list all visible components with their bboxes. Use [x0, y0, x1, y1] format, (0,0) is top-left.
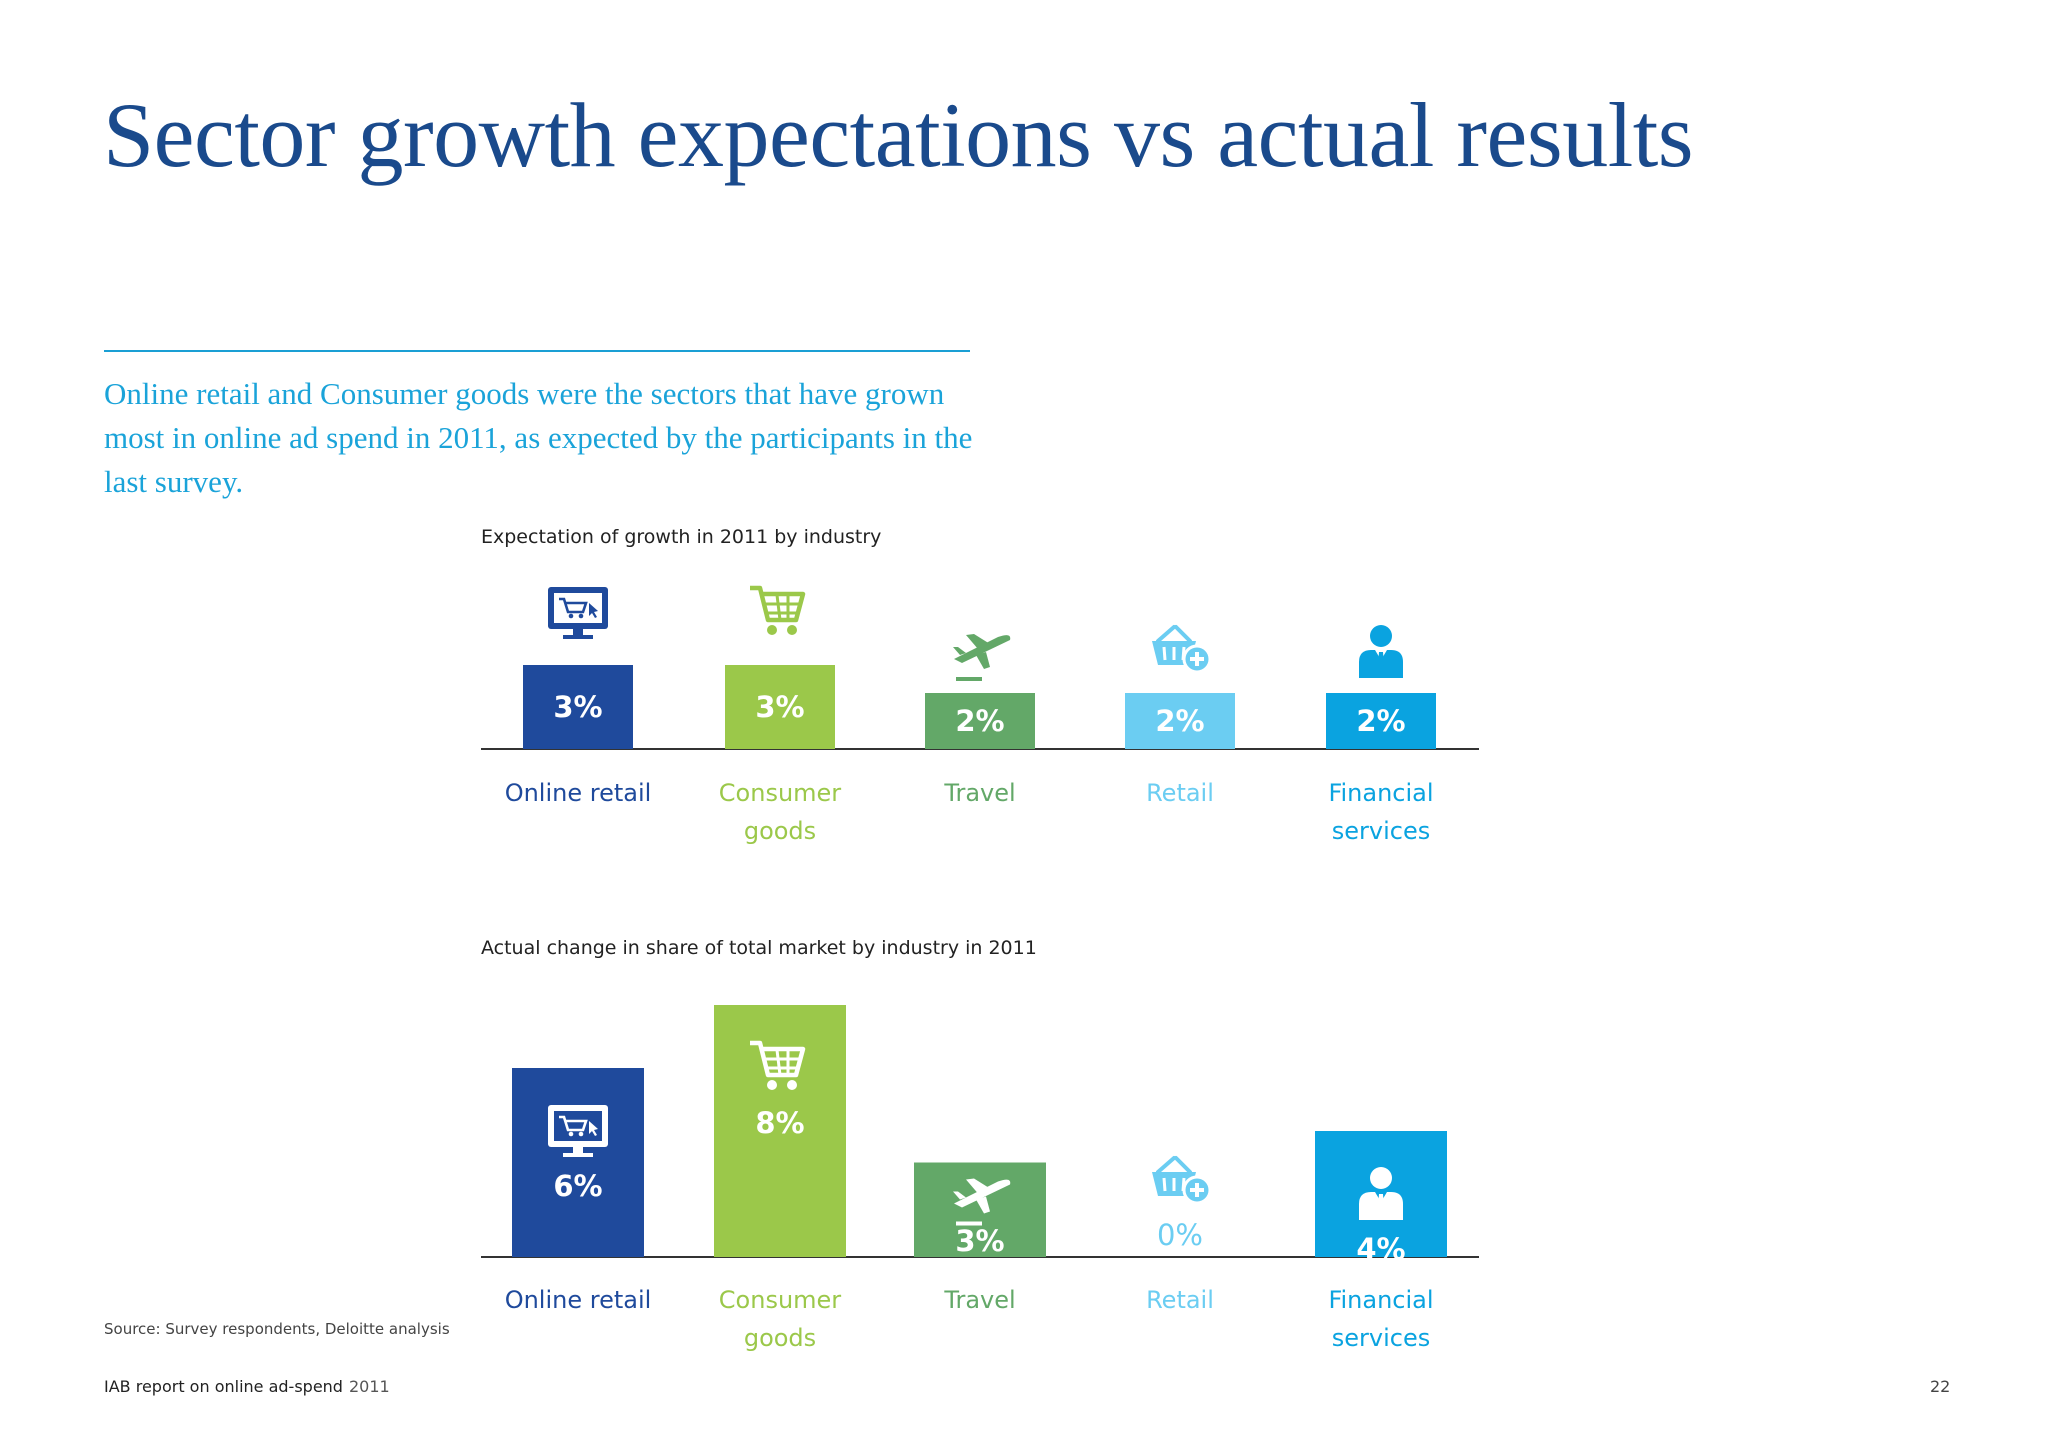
footer-report-name: IAB report on online ad-spend: [104, 1377, 343, 1396]
value-label: 2%: [1155, 704, 1204, 738]
value-label: 4%: [1356, 1232, 1405, 1266]
value-label: 3%: [955, 1224, 1004, 1258]
category-label: Retail: [1146, 1286, 1214, 1314]
category-label: Travel: [943, 1286, 1015, 1314]
bar: [725, 665, 835, 749]
chart-title-actual: Actual change in share of total market b…: [481, 937, 1037, 959]
category-label: Financial: [1328, 779, 1433, 807]
value-label: 0%: [1157, 1218, 1203, 1252]
value-label: 8%: [755, 1106, 804, 1140]
bar: [914, 1162, 1046, 1257]
basket-plus-icon: [1152, 625, 1212, 674]
shopping-monitor-icon: [548, 1105, 608, 1157]
value-label: 2%: [955, 704, 1004, 738]
category-label: Consumer: [719, 779, 842, 807]
value-label: 3%: [553, 690, 602, 724]
airplane-icon: [953, 634, 1011, 681]
divider-rule: [104, 350, 970, 352]
footer-report: IAB report on online ad-spend 2011: [104, 1377, 390, 1396]
airplane-icon: [953, 1178, 1011, 1226]
footer-year: 2011: [348, 1377, 390, 1396]
bar: [523, 665, 633, 749]
basket-plus-icon: [1152, 1156, 1212, 1205]
shopping-monitor-icon: [548, 587, 608, 639]
category-label: Online retail: [505, 779, 652, 807]
source-note: Source: Survey respondents, Deloitte ana…: [104, 1320, 450, 1338]
category-label: Online retail: [505, 1286, 652, 1314]
category-label: Financial: [1328, 1286, 1433, 1314]
businessperson-icon: [1359, 1167, 1403, 1220]
businessperson-icon: [1359, 625, 1403, 678]
bar: [925, 693, 1035, 749]
shopping-cart-icon: [750, 1040, 806, 1090]
bar: [512, 1068, 644, 1257]
category-label: Consumer: [719, 1286, 842, 1314]
category-label: services: [1332, 817, 1430, 845]
category-label: goods: [744, 1324, 816, 1352]
bar: [1326, 693, 1436, 749]
value-label: 2%: [1356, 704, 1405, 738]
category-label: Travel: [943, 779, 1015, 807]
bar: [1125, 693, 1235, 749]
intro-text: Online retail and Consumer goods were th…: [104, 376, 973, 499]
page-title: Sector growth expectations vs actual res…: [103, 84, 1694, 186]
shopping-cart-icon: [750, 585, 806, 635]
chart-title-expectation: Expectation of growth in 2011 by industr…: [481, 526, 882, 548]
value-label: 6%: [553, 1169, 602, 1203]
category-label: services: [1332, 1324, 1430, 1352]
page-number: 22: [1930, 1377, 1951, 1396]
value-label: 3%: [755, 690, 804, 724]
category-label: goods: [744, 817, 816, 845]
category-label: Retail: [1146, 779, 1214, 807]
